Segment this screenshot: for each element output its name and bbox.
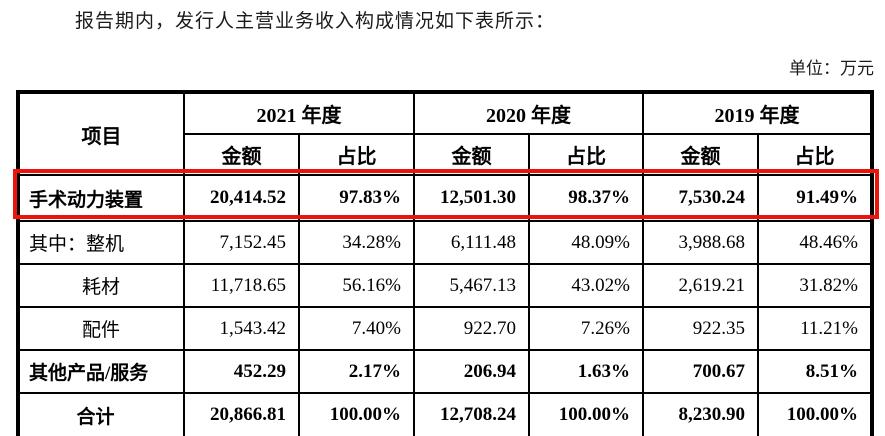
- cell-ratio-2020: 48.09%: [528, 220, 644, 265]
- row-label: 耗材: [17, 263, 185, 308]
- col-header-ratio-2019: 占比: [757, 133, 873, 176]
- cell-ratio-2019: 31.82%: [757, 263, 873, 308]
- table-row-total: 合计 20,866.81 100.00% 12,708.24 100.00% 8…: [17, 392, 873, 436]
- row-label: 其中：整机: [17, 220, 185, 265]
- cell-ratio-2021: 100.00%: [298, 392, 415, 436]
- col-header-amount-2021: 金额: [183, 133, 300, 176]
- cell-ratio-2019: 8.51%: [757, 349, 873, 394]
- revenue-composition-table: 项目 2021 年度 2020 年度 2019 年度 金额 占比 金额 占比 金…: [16, 90, 874, 436]
- col-header-amount-2020: 金额: [413, 133, 530, 176]
- cell-amount-2021: 11,718.65: [183, 263, 300, 308]
- cell-ratio-2020: 1.63%: [528, 349, 644, 394]
- col-header-ratio-2020: 占比: [528, 133, 644, 176]
- cell-ratio-2020: 7.26%: [528, 306, 644, 351]
- cell-ratio-2021: 7.40%: [298, 306, 415, 351]
- cell-amount-2021: 20,866.81: [183, 392, 300, 436]
- cell-ratio-2019: 91.49%: [757, 174, 873, 222]
- row-label: 配件: [17, 306, 185, 351]
- intro-text: 报告期内，发行人主营业务收入构成情况如下表所示：: [75, 11, 556, 32]
- cell-ratio-2020: 100.00%: [528, 392, 644, 436]
- table-row-surgical-power-device: 手术动力装置 20,414.52 97.83% 12,501.30 98.37%…: [17, 174, 873, 222]
- cell-amount-2020: 922.70: [413, 306, 530, 351]
- cell-amount-2019: 700.67: [642, 349, 759, 394]
- col-header-ratio-2021: 占比: [298, 133, 415, 176]
- col-header-item: 项目: [17, 91, 185, 176]
- cell-ratio-2019: 48.46%: [757, 220, 873, 265]
- col-header-amount-2019: 金额: [642, 133, 759, 176]
- header-row-years: 项目 2021 年度 2020 年度 2019 年度: [17, 91, 873, 176]
- cell-amount-2019: 3,988.68: [642, 220, 759, 265]
- table-row-other-products-services: 其他产品/服务 452.29 2.17% 206.94 1.63% 700.67…: [17, 349, 873, 394]
- cell-ratio-2020: 43.02%: [528, 263, 644, 308]
- cell-amount-2019: 922.35: [642, 306, 759, 351]
- row-label: 其他产品/服务: [17, 349, 185, 394]
- col-header-year-2019: 2019 年度: [642, 91, 873, 135]
- cell-ratio-2021: 34.28%: [298, 220, 415, 265]
- cell-ratio-2021: 2.17%: [298, 349, 415, 394]
- row-label: 合计: [17, 392, 185, 436]
- cell-amount-2021: 7,152.45: [183, 220, 300, 265]
- cell-amount-2019: 2,619.21: [642, 263, 759, 308]
- cell-amount-2019: 7,530.24: [642, 174, 759, 222]
- cell-amount-2020: 6,111.48: [413, 220, 530, 265]
- cell-amount-2020: 12,708.24: [413, 392, 530, 436]
- cell-amount-2021: 20,414.52: [183, 174, 300, 222]
- cell-amount-2019: 8,230.90: [642, 392, 759, 436]
- cell-ratio-2019: 11.21%: [757, 306, 873, 351]
- cell-ratio-2020: 98.37%: [528, 174, 644, 222]
- row-label: 手术动力装置: [17, 174, 185, 222]
- cell-ratio-2019: 100.00%: [757, 392, 873, 436]
- table-row-consumables: 耗材 11,718.65 56.16% 5,467.13 43.02% 2,61…: [17, 263, 873, 308]
- cell-amount-2021: 452.29: [183, 349, 300, 394]
- cell-ratio-2021: 56.16%: [298, 263, 415, 308]
- cell-ratio-2021: 97.83%: [298, 174, 415, 222]
- col-header-year-2021: 2021 年度: [183, 91, 415, 135]
- unit-label: 单位：万元: [789, 59, 874, 78]
- header-row-measures: 金额 占比 金额 占比 金额 占比: [18, 133, 873, 176]
- col-header-year-2020: 2020 年度: [413, 91, 644, 135]
- cell-amount-2021: 1,543.42: [183, 306, 300, 351]
- cell-amount-2020: 206.94: [413, 349, 530, 394]
- cell-amount-2020: 5,467.13: [413, 263, 530, 308]
- table-row-accessories: 配件 1,543.42 7.40% 922.70 7.26% 922.35 11…: [17, 306, 873, 351]
- cell-amount-2020: 12,501.30: [413, 174, 530, 222]
- table-row-complete-machine: 其中：整机 7,152.45 34.28% 6,111.48 48.09% 3,…: [17, 220, 873, 265]
